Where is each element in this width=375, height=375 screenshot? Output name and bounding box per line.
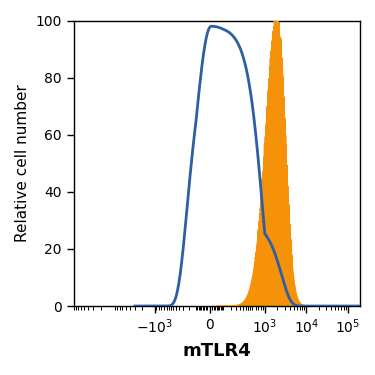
X-axis label: mTLR4: mTLR4 (183, 342, 251, 360)
Y-axis label: Relative cell number: Relative cell number (15, 84, 30, 242)
